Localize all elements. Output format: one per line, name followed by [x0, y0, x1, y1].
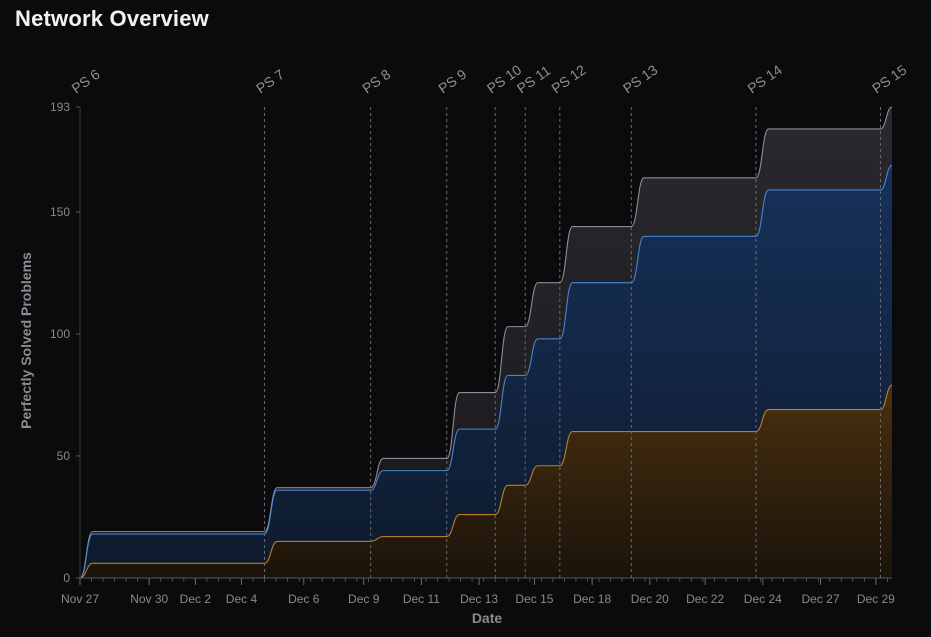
axes-layer: 0 50 100 150 193 Nov 27 Nov 30 Dec 2 Dec 4 Dec 6 D…	[50, 100, 895, 606]
x-tick-label: Dec 27	[801, 592, 839, 606]
event-label: PS 6	[69, 66, 103, 97]
event-label: PS 11	[514, 62, 554, 97]
page-title: Network Overview	[15, 6, 209, 31]
event-label: PS 9	[435, 66, 469, 97]
event-label: PS 12	[548, 61, 589, 96]
areas-layer	[80, 107, 892, 578]
event-label: PS 13	[620, 61, 661, 96]
event-label: PS 15	[869, 61, 910, 96]
y-tick-label: 50	[57, 449, 71, 463]
y-axis-title: Perfectly Solved Problems	[18, 252, 34, 429]
x-axis-title: Date	[472, 610, 503, 626]
event-label: PS 14	[744, 61, 785, 96]
x-tick-label: Dec 18	[573, 592, 611, 606]
x-tick-label: Nov 27	[61, 592, 99, 606]
x-tick-label: Dec 11	[403, 592, 440, 606]
x-tick-label: Dec 15	[515, 592, 553, 606]
y-tick-label: 150	[50, 205, 70, 219]
y-tick-label: 0	[63, 571, 70, 585]
event-label: PS 8	[359, 66, 393, 97]
y-tick-label: 100	[50, 327, 70, 341]
series-line-total	[79, 106, 893, 579]
x-tick-label: Dec 6	[288, 592, 320, 606]
lines-layer	[79, 106, 893, 579]
x-tick-label: Dec 9	[348, 592, 380, 606]
x-tick-label: Dec 20	[631, 592, 669, 606]
series-line-blue	[79, 165, 893, 579]
x-tick-label: Nov 30	[130, 592, 168, 606]
series-line-orange	[79, 384, 893, 579]
event-label: PS 7	[253, 66, 287, 97]
series-area-orange	[80, 385, 892, 578]
x-tick-label: Dec 2	[180, 592, 212, 606]
x-tick-label: Dec 29	[857, 592, 895, 606]
x-tick-label: Dec 4	[226, 592, 258, 606]
x-tick-label: Dec 13	[460, 592, 498, 606]
y-tick-label: 193	[50, 100, 70, 114]
x-tick-label: Dec 22	[686, 592, 724, 606]
x-tick-label: Dec 24	[744, 592, 782, 606]
